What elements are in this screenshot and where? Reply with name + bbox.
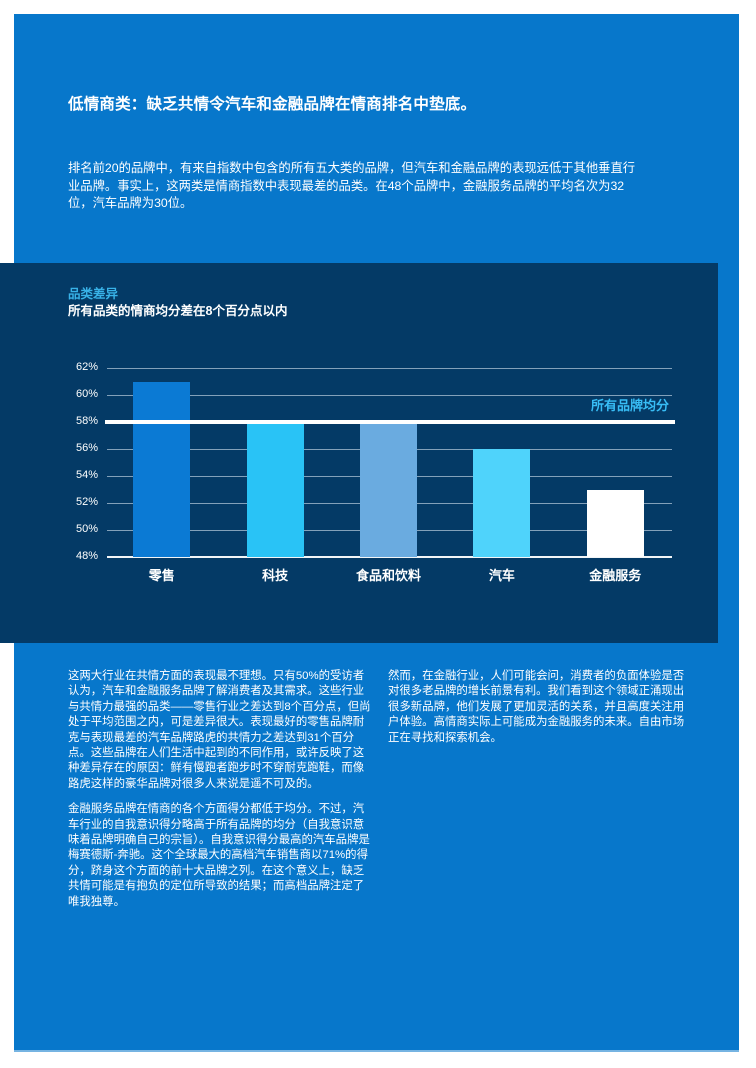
x-axis-category-label: 汽车 xyxy=(488,568,515,583)
content-background: 低情商类：缺乏共情令汽车和金融品牌在情商排名中垫底。 排名前20的品牌中，有来自… xyxy=(0,14,739,1052)
y-axis-tick-label: 60% xyxy=(75,388,98,400)
chart-bar xyxy=(360,422,417,557)
chart-plot: 62% 60% 58% 56% 54% 52% 50% 48% 零售 科技 食品和饮料 汽车 金融服务 所… xyxy=(76,361,675,583)
body-paragraph: 这两大行业在共情方面的表现最不理想。只有50%的受访者认为，汽车和金融服务品牌了… xyxy=(68,670,371,790)
chart-gridline xyxy=(107,368,672,369)
x-axis-category-label: 科技 xyxy=(262,568,289,583)
y-axis-tick-label: 50% xyxy=(75,523,98,535)
page-bottom-edge xyxy=(14,1050,739,1052)
body-column-right: 然而，在金融行业，人们可能会问，消费者的负面体验是否对很多老品牌的增长前景有利。… xyxy=(388,669,692,756)
chart-gridline xyxy=(107,556,672,558)
chart-kicker: 品类差异 xyxy=(68,287,119,301)
y-axis-tick-label: 62% xyxy=(75,361,98,373)
intro-paragraph: 排名前20的品牌中，有来自指数中包含的所有五大类的品牌，但汽车和金融品牌的表现远… xyxy=(68,161,636,210)
y-axis-tick-label: 48% xyxy=(75,550,98,562)
page-title: 低情商类：缺乏共情令汽车和金融品牌在情商排名中垫底。 xyxy=(68,96,477,113)
body-paragraph: 然而，在金融行业，人们可能会问，消费者的负面体验是否对很多老品牌的增长前景有利。… xyxy=(388,670,685,744)
chart-subtitle: 所有品类的情商均分差在8个百分点以内 xyxy=(68,304,288,318)
chart-bar xyxy=(133,381,191,557)
body-column-left: 这两大行业在共情方面的表现最不理想。只有50%的受访者认为，汽车和金融服务品牌了… xyxy=(68,669,372,920)
chart-bar xyxy=(473,449,531,557)
y-axis-tick-label: 52% xyxy=(75,496,98,508)
x-axis-category-label: 金融服务 xyxy=(589,568,642,583)
y-axis-tick-label: 54% xyxy=(75,469,98,481)
y-axis-tick-label: 56% xyxy=(75,442,98,454)
chart-gridline xyxy=(107,395,672,396)
chart-bar xyxy=(586,489,644,557)
x-axis-category-label: 零售 xyxy=(148,568,175,583)
chart-bar xyxy=(246,422,304,557)
y-axis-tick-label: 58% xyxy=(75,415,98,427)
x-axis-category-label: 食品和饮料 xyxy=(355,568,421,583)
chart-panel: 品类差异 所有品类的情商均分差在8个百分点以内 62% 60% 58% 56% 54% 5… xyxy=(0,263,718,643)
body-paragraph: 金融服务品牌在情商的各个方面得分都低于均分。不过，汽车行业的自我意识得分略高于所… xyxy=(68,803,370,908)
average-line xyxy=(105,420,675,424)
average-line-label: 所有品牌均分 xyxy=(590,398,669,413)
